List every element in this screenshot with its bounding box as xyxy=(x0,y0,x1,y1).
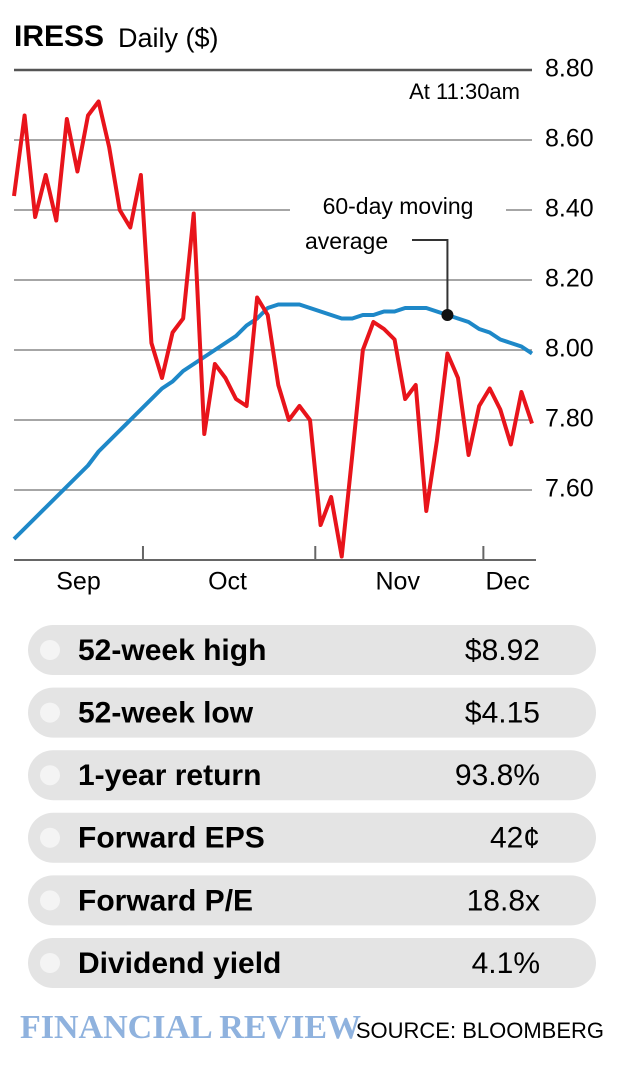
annotation-bg xyxy=(290,190,506,260)
stat-label: Forward P/E xyxy=(78,884,253,917)
annotation: average xyxy=(305,228,388,254)
y-tick-label: 7.60 xyxy=(545,475,594,503)
bullet xyxy=(40,953,60,973)
stat-row xyxy=(28,812,596,863)
annotation-dot xyxy=(441,309,454,321)
series-line xyxy=(12,99,534,559)
bullet xyxy=(40,765,60,786)
stat-value: $8.92 xyxy=(465,634,540,667)
source: SOURCE: BLOOMBERG xyxy=(356,1018,604,1043)
bullet xyxy=(40,827,60,848)
stat-row xyxy=(28,687,596,738)
y-tick-label: 8.00 xyxy=(545,335,594,363)
logo: FINANCIAL REVIEW xyxy=(20,1009,361,1046)
bullet xyxy=(40,890,60,911)
y-tick-label: 8.60 xyxy=(545,125,594,153)
stat-value: $4.15 xyxy=(465,697,540,730)
stat-row xyxy=(28,625,596,675)
chart-title: IRESS xyxy=(14,20,104,53)
y-tick-label: 8.20 xyxy=(545,265,594,293)
x-tick-label: Dec xyxy=(485,568,529,596)
stat-value: 42¢ xyxy=(490,822,540,855)
chart-subtitle: Daily ($) xyxy=(118,23,219,53)
stat-row xyxy=(28,938,596,988)
stat-label: Forward EPS xyxy=(78,822,265,855)
y-tick-label: 8.80 xyxy=(545,55,594,83)
bullet xyxy=(40,702,60,723)
stat-label: 52-week low xyxy=(78,697,254,730)
stat-row xyxy=(28,875,596,926)
stat-label: Dividend yield xyxy=(78,947,281,980)
annotation: 60-day moving xyxy=(323,193,474,219)
stat-value: 4.1% xyxy=(472,947,540,980)
x-tick-label: Sep xyxy=(56,568,100,596)
stat-label: 1-year return xyxy=(78,759,261,792)
stat-row xyxy=(28,750,596,801)
stat-label: 52-week high xyxy=(78,634,266,667)
y-tick-label: 8.40 xyxy=(545,195,594,223)
time-note: At 11:30am xyxy=(409,79,520,104)
bullet xyxy=(40,640,60,660)
y-tick-label: 7.80 xyxy=(545,405,594,433)
x-tick-label: Oct xyxy=(208,568,247,596)
x-tick-label: Nov xyxy=(376,568,421,596)
stat-value: 18.8x xyxy=(467,884,540,917)
annotation-leader xyxy=(412,239,449,315)
stat-value: 93.8% xyxy=(455,759,540,792)
